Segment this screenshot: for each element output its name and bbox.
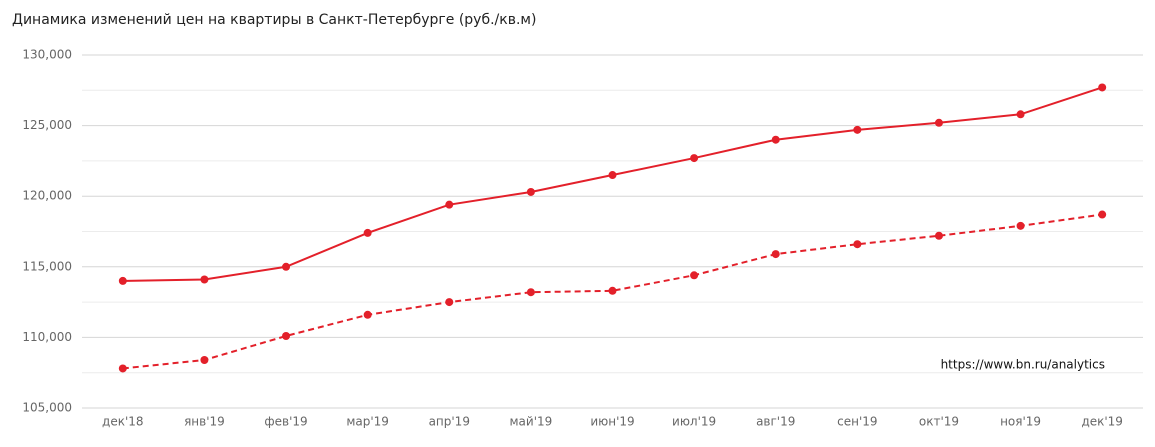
- point: [363, 310, 372, 319]
- point: [526, 187, 535, 196]
- x-tick-label: июл'19: [672, 415, 716, 429]
- x-tick-label: окт'19: [919, 415, 959, 429]
- x-tick-label: дек'18: [102, 415, 144, 429]
- point: [118, 364, 127, 373]
- point: [690, 271, 699, 280]
- point: [771, 135, 780, 144]
- point: [526, 288, 535, 297]
- point: [853, 125, 862, 134]
- x-tick-label: дек'19: [1081, 415, 1123, 429]
- x-tick-label: апр'19: [429, 415, 470, 429]
- point: [853, 240, 862, 249]
- x-tick-label: авг'19: [756, 415, 795, 429]
- y-tick-label: 110,000: [22, 330, 72, 344]
- chart-title: Динамика изменений цен на квартиры в Сан…: [12, 12, 536, 28]
- point: [934, 231, 943, 240]
- point: [282, 331, 291, 340]
- point: [771, 250, 780, 259]
- point: [200, 275, 209, 284]
- point: [1016, 221, 1025, 230]
- y-tick-label: 115,000: [22, 259, 72, 273]
- point: [200, 355, 209, 364]
- y-tick-label: 105,000: [22, 401, 72, 415]
- point: [118, 276, 127, 285]
- x-tick-label: июн'19: [590, 415, 634, 429]
- x-tick-label: янв'19: [184, 415, 225, 429]
- x-tick-label: мар'19: [346, 415, 389, 429]
- point: [445, 298, 454, 307]
- point: [363, 228, 372, 237]
- x-tick-label: май'19: [509, 415, 552, 429]
- y-tick-label: 130,000: [22, 48, 72, 62]
- y-tick-label: 125,000: [22, 118, 72, 132]
- annotation: https://www.bn.ru/analytics: [941, 358, 1105, 372]
- point: [608, 171, 617, 180]
- point: [445, 200, 454, 209]
- y-tick-label: 120,000: [22, 189, 72, 203]
- x-tick-label: фев'19: [264, 415, 307, 429]
- point: [690, 154, 699, 163]
- point: [282, 262, 291, 271]
- point: [1098, 210, 1107, 219]
- point: [934, 118, 943, 127]
- point: [608, 286, 617, 295]
- x-tick-label: ноя'19: [1000, 415, 1041, 429]
- point: [1016, 110, 1025, 119]
- point: [1098, 83, 1107, 92]
- x-tick-label: сен'19: [837, 415, 877, 429]
- series-line: [122, 86, 1103, 282]
